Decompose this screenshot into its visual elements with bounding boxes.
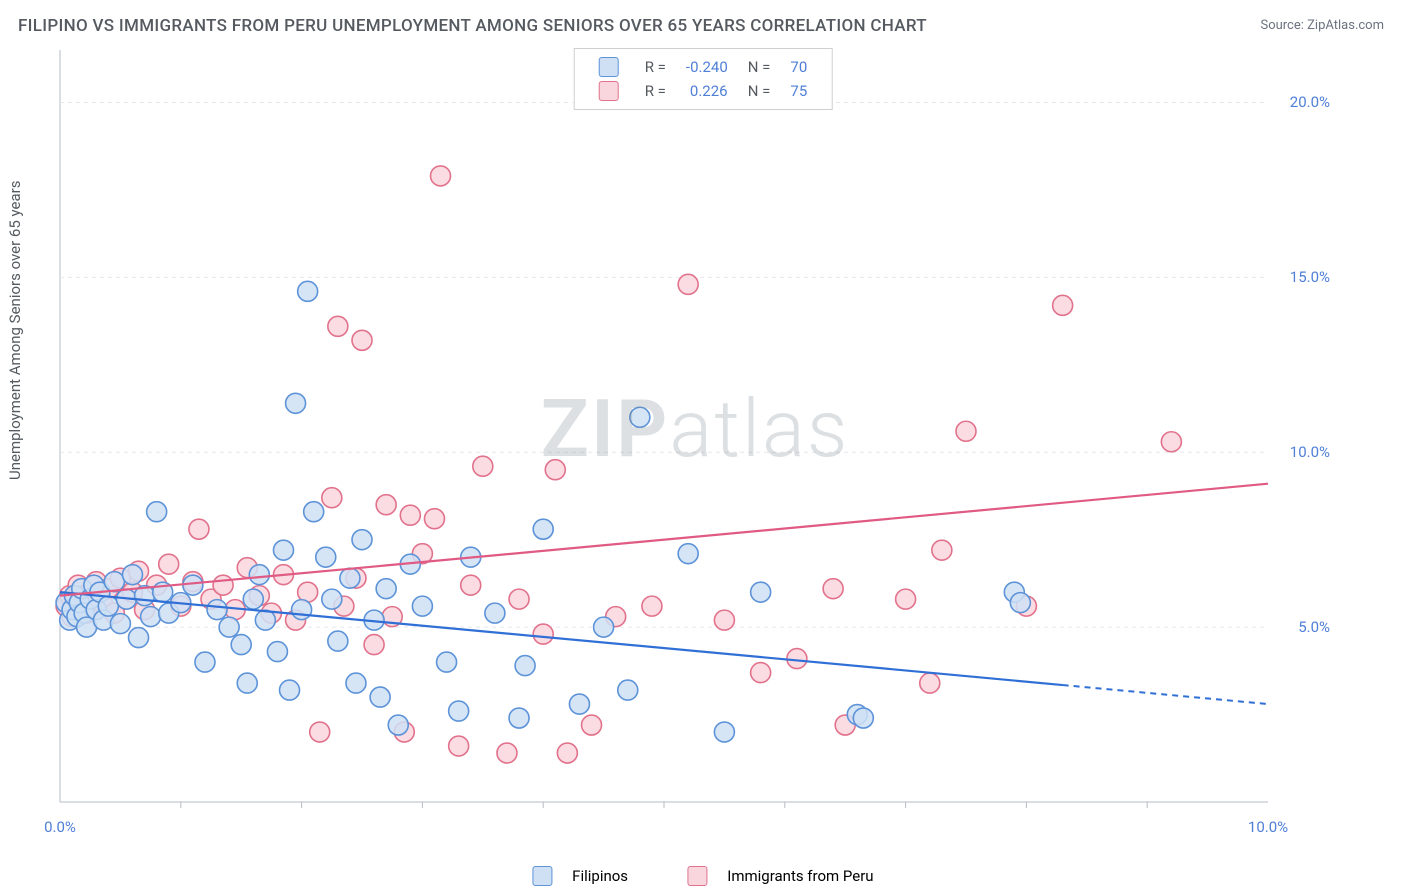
plot-svg xyxy=(50,50,1340,840)
y-tick-label: 20.0% xyxy=(1290,93,1330,111)
filipinos-swatch-icon xyxy=(532,866,552,886)
y-tick-label: 10.0% xyxy=(1290,443,1330,461)
peru-swatch-icon xyxy=(599,81,619,101)
legend-label-filipinos: Filipinos xyxy=(572,867,628,885)
legend-row-filipinos: R = -0.240 N = 70 xyxy=(589,55,818,79)
x-tick-label: 10.0% xyxy=(1248,818,1288,836)
y-axis-label: Unemployment Among Seniors over 65 years xyxy=(6,181,24,480)
y-tick-label: 5.0% xyxy=(1298,618,1330,636)
source-attribution: Source: ZipAtlas.com xyxy=(1260,18,1384,33)
legend-row-peru: R = 0.226 N = 75 xyxy=(589,79,818,103)
chart-title: FILIPINO VS IMMIGRANTS FROM PERU UNEMPLO… xyxy=(18,16,927,36)
peru-swatch-icon xyxy=(688,866,708,886)
x-tick-label: 0.0% xyxy=(44,818,76,836)
scatter-plot: ZIPatlas 5.0%10.0%15.0%20.0%0.0%10.0% xyxy=(50,50,1340,840)
filipinos-swatch-icon xyxy=(599,57,619,77)
series-legend: Filipinos Immigrants from Peru xyxy=(524,866,881,886)
correlation-legend: R = -0.240 N = 70 R = 0.226 N = 75 xyxy=(574,48,833,110)
legend-label-peru: Immigrants from Peru xyxy=(727,867,873,885)
y-tick-label: 15.0% xyxy=(1290,268,1330,286)
